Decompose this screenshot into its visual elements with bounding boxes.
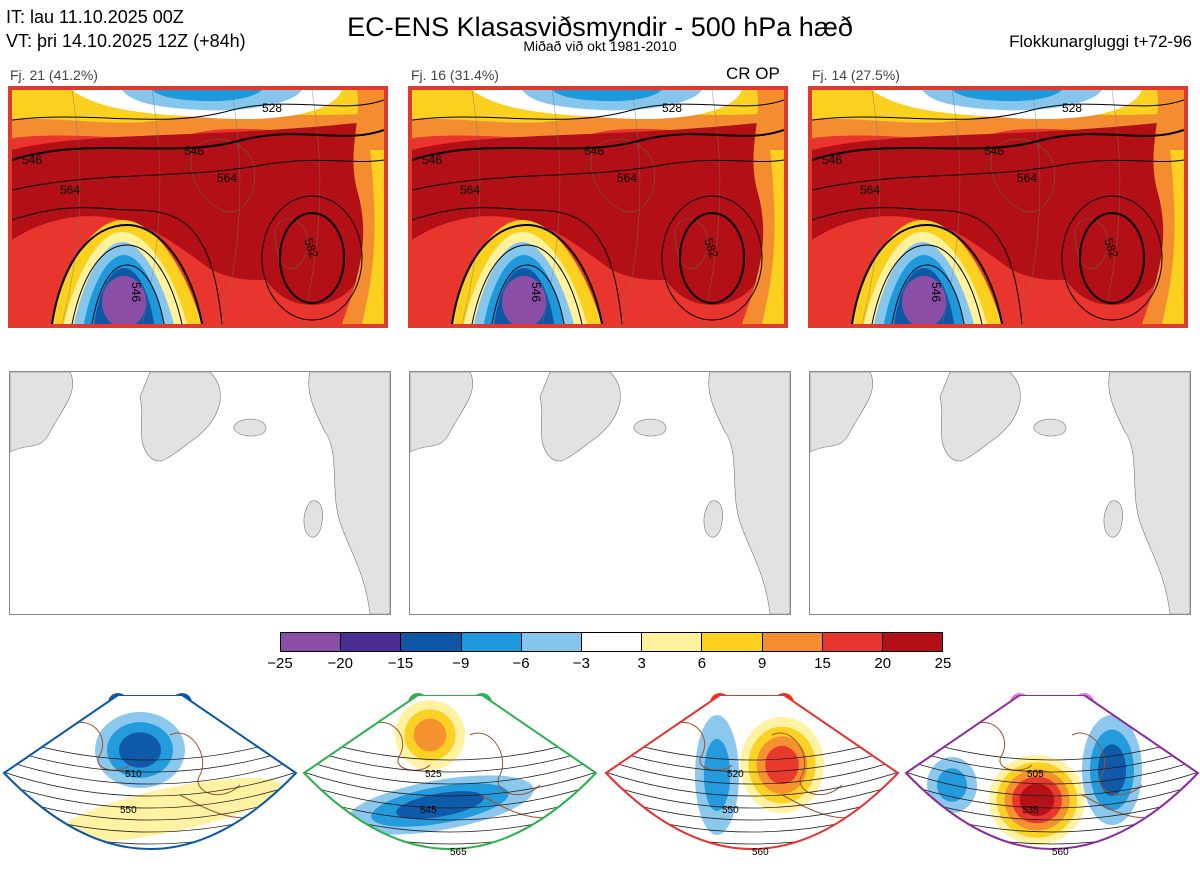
colorbar-tick: −25 — [267, 655, 293, 672]
blank-map-3 — [809, 371, 1191, 615]
contour-label: 564 — [60, 183, 80, 197]
contour-label: 560 — [752, 847, 769, 858]
contour-label: 546 — [184, 144, 204, 158]
iceland-land — [633, 418, 667, 437]
colorbar-swatch — [461, 633, 522, 651]
regime-sector-map: 525 545 565 — [300, 695, 600, 871]
contour-label: 564 — [1017, 171, 1037, 185]
contour-label: 545 — [420, 805, 437, 816]
contour-label: 528 — [262, 101, 282, 115]
blank-map-2 — [409, 371, 791, 615]
greenland-land — [939, 372, 1021, 462]
colorbar-swatch — [822, 633, 883, 651]
contour-label: 546 — [929, 282, 943, 302]
contour-label: 564 — [860, 183, 880, 197]
contour-label: 564 — [217, 171, 237, 185]
canada-land — [410, 372, 473, 453]
colorbar-swatch — [762, 633, 823, 651]
colorbar-swatch — [581, 633, 643, 651]
canada-land — [10, 372, 73, 453]
initial-time: IT: lau 11.10.2025 00Z — [6, 7, 184, 27]
colorbar-tick: 15 — [814, 655, 831, 672]
contour-label: 525 — [425, 769, 442, 780]
colorbar-tick: 6 — [697, 655, 707, 672]
colorbar-tick: 9 — [758, 655, 767, 672]
page-subtitle: Miðað við okt 1981-2010 — [523, 38, 677, 54]
regime-sector-map: 510 550 — [0, 695, 300, 871]
contour-label: 546 — [584, 144, 604, 158]
contour-label: 550 — [722, 805, 739, 816]
contour-label: 505 — [1027, 769, 1044, 780]
contour-label: 564 — [460, 183, 480, 197]
contour-label: 565 — [450, 847, 467, 858]
british-isles-land — [1103, 500, 1123, 538]
colorbar-tick: −9 — [452, 655, 470, 672]
colorbar-tick: 3 — [637, 655, 646, 672]
contour-label: 546 — [984, 144, 1004, 158]
colorbar-swatch — [702, 633, 763, 651]
contour-label: 546 — [22, 153, 42, 167]
contour-label: 564 — [617, 171, 637, 185]
contour-label: 546 — [422, 153, 442, 167]
europe-land — [1108, 372, 1190, 614]
contour-label: 510 — [125, 769, 142, 780]
contour-label: 528 — [1062, 101, 1082, 115]
contour-label: 560 — [1052, 847, 1069, 858]
europe-land — [708, 372, 790, 614]
contour-label: 582 — [701, 236, 721, 260]
colorbar-tick: 25 — [934, 655, 952, 672]
classification-window: Flokkunargluggi t+72-96 — [1009, 32, 1192, 51]
colorbar-tick: −20 — [327, 655, 353, 672]
regime-sector-map: 520 550 560 — [602, 695, 902, 871]
cluster-1-map: 528 546 564 582 546 564 546 — [8, 86, 388, 328]
colorbar-tick: −3 — [572, 655, 590, 672]
greenland-land — [139, 372, 221, 462]
iceland-land — [1033, 418, 1067, 437]
contour-label: 535 — [1022, 805, 1039, 816]
valid-time: VT: þri 14.10.2025 12Z (+84h) — [6, 31, 246, 51]
cluster-3-map: 528 546 564 582 546 564 546 — [808, 86, 1188, 328]
colorbar-swatch — [281, 633, 342, 651]
cluster-2-map: 528 546 564 582 546 564 546 — [408, 86, 788, 328]
contour-label: 528 — [662, 101, 682, 115]
colorbar-swatch — [642, 633, 703, 651]
colorbar-swatch — [341, 633, 402, 651]
anomaly-colorbar — [280, 632, 943, 652]
contour-label: 546 — [129, 282, 143, 302]
contour-label: 582 — [1101, 236, 1121, 260]
control-operational-tag: CR OP — [726, 64, 780, 83]
blank-map-1 — [9, 371, 391, 615]
contour-label: 520 — [727, 769, 744, 780]
contour-label: 546 — [529, 282, 543, 302]
contour-label: 582 — [301, 236, 321, 260]
page-title: EC-ENS Klasasviðsmyndir - 500 hPa hæð — [347, 12, 853, 42]
colorbar-tick: 20 — [874, 655, 892, 672]
british-isles-land — [703, 500, 723, 538]
colorbar-tick: −15 — [387, 655, 414, 672]
greenland-land — [539, 372, 621, 462]
iceland-land — [233, 418, 267, 437]
colorbar-swatch — [521, 633, 582, 651]
cluster-3-label: Fj. 14 (27.5%) — [812, 67, 900, 83]
cluster-2-label: Fj. 16 (31.4%) — [411, 67, 499, 83]
contour-label: 550 — [120, 805, 137, 816]
colorbar-tick: −6 — [512, 655, 530, 672]
cluster-1-label: Fj. 21 (41.2%) — [10, 67, 98, 83]
europe-land — [308, 372, 390, 614]
contour-label: 546 — [822, 153, 842, 167]
colorbar-swatch — [401, 633, 462, 651]
british-isles-land — [303, 500, 323, 538]
regime-sector-map: 505 535 560 — [902, 695, 1200, 871]
colorbar-swatch — [882, 633, 943, 651]
canada-land — [810, 372, 873, 453]
